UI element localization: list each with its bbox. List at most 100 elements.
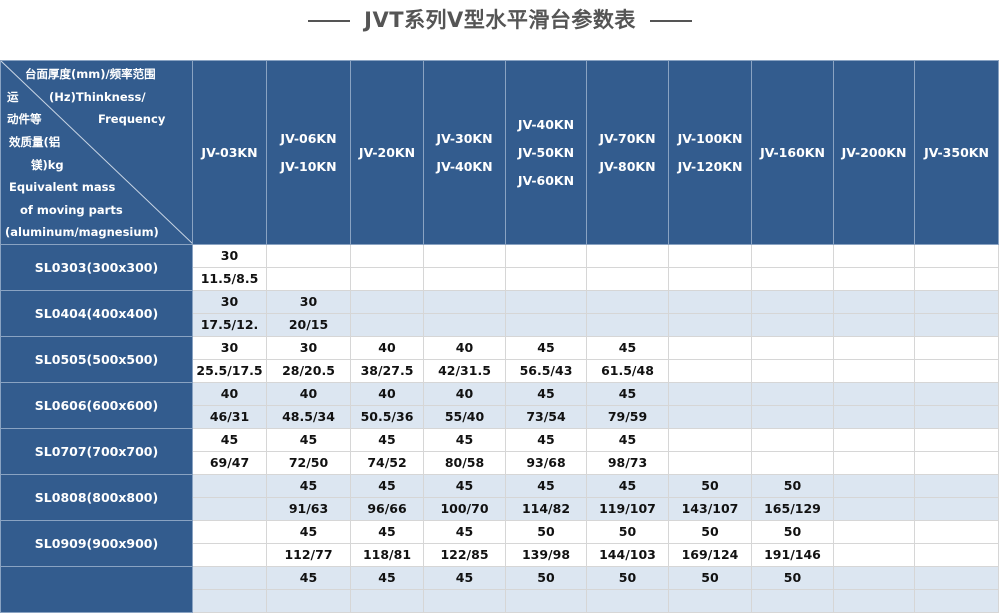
- mass-cell: 165/129: [751, 497, 834, 521]
- row-label: SL0606(600x600): [0, 382, 193, 429]
- mass-cell: [350, 267, 424, 291]
- mass-cell: 72/50: [266, 451, 351, 475]
- corner-bottom-line: of moving parts: [20, 203, 123, 217]
- thickness-cell: [668, 244, 752, 268]
- mass-cell: [751, 313, 834, 337]
- column-header: JV-160KN: [751, 60, 834, 245]
- column-header-model: JV-06KN: [280, 130, 337, 146]
- column-header-model: JV-03KN: [201, 144, 258, 160]
- mass-cell: [668, 267, 752, 291]
- header-row: 台面厚度(mm)/频率范围 (Hz)Thinkness/ Frequency 运…: [0, 60, 999, 245]
- column-header-model: JV-20KN: [358, 144, 416, 160]
- thickness-cell: [668, 428, 752, 452]
- thickness-cell: 50: [751, 474, 834, 498]
- column-header-model: JV-120KN: [677, 158, 743, 174]
- mass-cell: 50.5/36: [350, 405, 424, 429]
- mass-cell: [423, 589, 506, 613]
- mass-cell: 25.5/17.5: [192, 359, 267, 383]
- thickness-cell: [751, 244, 834, 268]
- mass-cell: [668, 359, 752, 383]
- column-header: JV-20KN: [350, 60, 424, 245]
- mass-cell: 56.5/43: [505, 359, 587, 383]
- thickness-cell: [586, 290, 669, 314]
- mass-cell: 69/47: [192, 451, 267, 475]
- mass-cell: 20/15: [266, 313, 351, 337]
- mass-cell: 144/103: [586, 543, 669, 567]
- mass-cell: [668, 451, 752, 475]
- table-row: 45 45 45 50 50 50 50: [0, 566, 999, 613]
- thickness-cell: 30: [192, 336, 267, 360]
- table-row: 46/31 48.5/34 50.5/36 55/40 73/54 79/59: [1, 405, 999, 429]
- column-header: JV-03KN: [192, 60, 267, 245]
- thickness-cell: 45: [266, 428, 351, 452]
- mass-cell: [751, 359, 834, 383]
- thickness-cell: [833, 566, 915, 590]
- mass-cell: 191/146: [751, 543, 834, 567]
- thickness-cell: 45: [423, 428, 506, 452]
- table-row: SL0505(500x500) 30 30 40 40 45 45: [0, 336, 999, 383]
- column-header: JV-100KN JV-120KN: [668, 60, 752, 245]
- mass-cell: [833, 451, 915, 475]
- column-header-model: JV-40KN: [436, 158, 493, 174]
- corner-bottom-line: (aluminum/magnesium): [5, 225, 159, 239]
- corner-bottom-line: 镁)kg: [31, 158, 64, 172]
- thickness-cell: [423, 244, 506, 268]
- mass-cell: [833, 543, 915, 567]
- mass-cell: [833, 589, 915, 613]
- thickness-cell: 50: [586, 520, 669, 544]
- mass-cell: [423, 267, 506, 291]
- thickness-cell: 40: [350, 336, 424, 360]
- thickness-cell: [505, 244, 587, 268]
- thickness-cell: 40: [350, 382, 424, 406]
- mass-cell: [751, 451, 834, 475]
- thickness-cell: 45: [423, 474, 506, 498]
- thickness-cell: [266, 244, 351, 268]
- thickness-cell: [833, 382, 915, 406]
- page-title: JVT系列V型水平滑台参数表: [0, 4, 1000, 34]
- column-header-model: JV-30KN: [436, 130, 493, 146]
- thickness-cell: [914, 336, 999, 360]
- mass-cell: [914, 589, 999, 613]
- thickness-cell: [833, 520, 915, 544]
- thickness-cell: 45: [266, 474, 351, 498]
- mass-cell: [833, 359, 915, 383]
- mass-cell: [505, 589, 587, 613]
- mass-cell: [833, 313, 915, 337]
- table-row: 25.5/17.5 28/20.5 38/27.5 42/31.5 56.5/43 61.…: [1, 359, 999, 383]
- table-row: 91/63 96/66 100/70 114/82 119/107 143/107 165/…: [1, 497, 999, 521]
- thickness-cell: 45: [266, 566, 351, 590]
- thickness-cell: 45: [266, 520, 351, 544]
- mass-cell: [668, 589, 752, 613]
- thickness-cell: 45: [505, 382, 587, 406]
- mass-cell: [505, 313, 587, 337]
- column-header-model: JV-100KN: [677, 130, 743, 146]
- mass-cell: 80/58: [423, 451, 506, 475]
- thickness-cell: [350, 290, 424, 314]
- column-header-model: JV-200KN: [841, 144, 907, 160]
- mass-cell: 118/81: [350, 543, 424, 567]
- mass-cell: [914, 405, 999, 429]
- thickness-cell: [833, 290, 915, 314]
- thickness-cell: [751, 382, 834, 406]
- mass-cell: [914, 451, 999, 475]
- thickness-cell: [833, 428, 915, 452]
- thickness-cell: 45: [586, 474, 669, 498]
- table-row: SL0808(800x800) 45 45 45 45 45 50 50: [0, 474, 999, 521]
- column-header-model: JV-40KN: [517, 116, 575, 132]
- thickness-cell: 50: [751, 566, 834, 590]
- thickness-cell: 45: [505, 336, 587, 360]
- thickness-cell: 50: [751, 520, 834, 544]
- mass-cell: [505, 267, 587, 291]
- mass-cell: [350, 313, 424, 337]
- row-label: SL0909(900x900): [0, 520, 193, 567]
- thickness-cell: [914, 382, 999, 406]
- column-header-model: JV-70KN: [599, 130, 656, 146]
- thickness-cell: 45: [192, 428, 267, 452]
- thickness-cell: [192, 520, 267, 544]
- diagonal-divider: [1, 61, 192, 244]
- mass-cell: 93/68: [505, 451, 587, 475]
- mass-cell: 100/70: [423, 497, 506, 521]
- thickness-cell: 40: [266, 382, 351, 406]
- thickness-cell: [192, 566, 267, 590]
- thickness-cell: [192, 474, 267, 498]
